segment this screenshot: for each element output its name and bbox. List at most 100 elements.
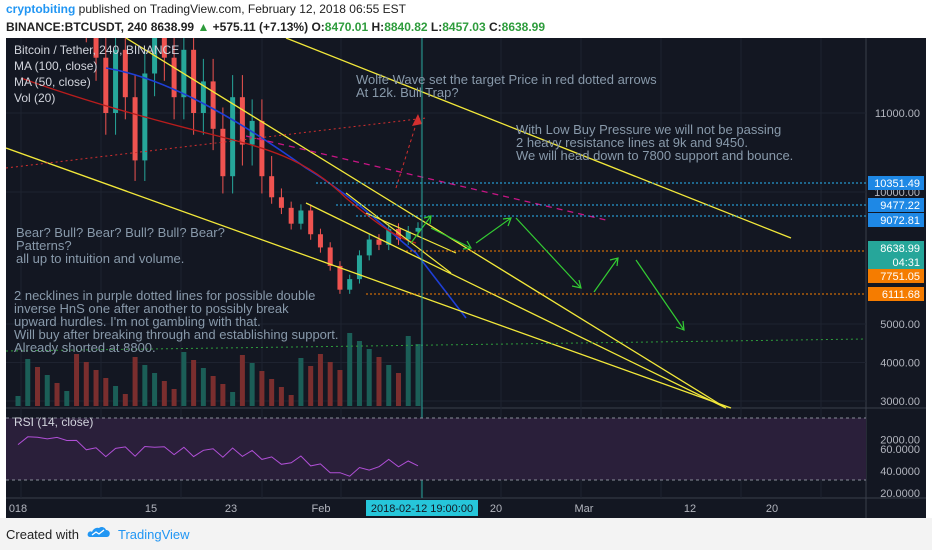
- annotation-line: We will head down to 7800 support and bo…: [516, 148, 793, 163]
- price-tick-label: 12000.00: [874, 38, 920, 41]
- high-value: 8840.82: [384, 20, 428, 34]
- volume-bar: [395, 373, 401, 406]
- close-value: 8638.99: [501, 20, 546, 34]
- volume-bar: [161, 381, 167, 406]
- chart-area[interactable]: Bitcoin / Tether, 240, BINANCE MA (100, …: [5, 0, 926, 518]
- open-value: 8470.01: [324, 20, 369, 34]
- volume-bar: [64, 391, 70, 406]
- close-label: C:: [488, 20, 502, 34]
- volume-legend: Vol (20): [14, 91, 55, 105]
- symbol-label: BINANCE:BTCUSDT, 240: [6, 20, 148, 34]
- low-label: L:: [430, 20, 443, 34]
- trendline-mid: [305, 202, 727, 409]
- candle-body: [191, 49, 197, 113]
- annotation-line: Wolfe Wave set the target Price in red d…: [356, 72, 657, 87]
- volume-bar: [308, 366, 314, 406]
- volume-bar: [259, 371, 265, 406]
- last-price: 8638.99: [150, 20, 195, 34]
- candle-body: [278, 197, 284, 208]
- annotation-line: 2 heavy resistance lines at 9k and 9450.: [516, 135, 748, 150]
- price-tick-label: 5000.00: [880, 319, 920, 331]
- trendline-wedge-a: [345, 192, 452, 274]
- volume-bar: [405, 336, 411, 406]
- volume-bar: [415, 344, 421, 406]
- tradingview-link[interactable]: TradingView: [118, 527, 190, 542]
- trendline-lower: [5, 147, 732, 409]
- author-name[interactable]: cryptobiting: [6, 2, 76, 16]
- volume-bar: [269, 379, 275, 406]
- open-label: O:: [311, 20, 325, 34]
- price-tag-label: 7751.05: [880, 271, 920, 283]
- volume-bar: [132, 357, 138, 406]
- candle-body: [239, 97, 245, 145]
- ma50-legend: MA (50, close): [14, 75, 91, 89]
- price-tick-label: 2000.00: [880, 435, 920, 447]
- time-axis-labels: 018 15 23 Feb 20 Mar 12 20: [9, 503, 778, 515]
- candle-body: [113, 49, 119, 113]
- trading-chart[interactable]: Bitcoin / Tether, 240, BINANCE MA (100, …: [5, 0, 926, 518]
- rsi-tick-label: 40.0000: [880, 466, 920, 478]
- time-tick-label: 20: [766, 503, 778, 515]
- price-tag-box: [868, 241, 924, 255]
- candle-body: [171, 57, 177, 98]
- volume-bar: [337, 370, 343, 406]
- volume-bar: [347, 333, 353, 406]
- volume-bar: [220, 384, 226, 406]
- candle-body: [308, 210, 314, 235]
- volume-bar: [152, 373, 158, 406]
- volume-bar: [366, 349, 372, 406]
- volume-bar: [171, 389, 177, 406]
- price-change: +575.11 (+7.13%): [212, 20, 309, 34]
- trendline-resistance: [285, 37, 792, 239]
- published-text: published on TradingView.com, February 1…: [78, 2, 406, 16]
- annotation-line: With Low Buy Pressure we will not be pas…: [516, 122, 781, 137]
- candle-body: [376, 239, 382, 245]
- candle-body: [395, 228, 401, 240]
- volume-bar: [288, 395, 294, 406]
- volume-bar: [74, 354, 80, 406]
- candle-body: [366, 239, 372, 256]
- price-tag-box: [868, 176, 924, 190]
- ma100-legend: MA (100, close): [14, 59, 97, 73]
- candle-body: [405, 231, 411, 240]
- ma50-line: [20, 77, 417, 244]
- price-tag-box: [868, 269, 924, 283]
- price-tag-label: 8638.99: [880, 243, 920, 255]
- price-tag-label: 04:31: [892, 257, 920, 269]
- price-tag-label: 9477.22: [880, 200, 920, 212]
- green-dotted-line: [5, 338, 867, 352]
- time-tick-label: 018: [9, 503, 27, 515]
- price-tag-label: 6111.68: [882, 289, 920, 301]
- purple-neckline: [245, 135, 607, 221]
- annotation-line: inverse HnS one after another to possibl…: [14, 301, 289, 316]
- rsi-axis-labels: 20.0000 40.0000 60.0000: [880, 444, 920, 500]
- volume-bar: [191, 360, 197, 406]
- volume-bar: [278, 387, 284, 406]
- annotation-line: Already shorted at 8800.: [14, 340, 156, 355]
- tradingview-logo-icon[interactable]: [86, 525, 112, 541]
- red-arrow-head: [412, 114, 422, 126]
- rsi-band: [6, 418, 866, 480]
- annotation-line: At 12k. Bull Trap?: [356, 85, 459, 100]
- volume-bar: [54, 383, 60, 406]
- price-tick-label: 4000.00: [880, 358, 920, 370]
- rsi-tick-label: 60.0000: [880, 444, 920, 456]
- volume-bar: [200, 368, 206, 406]
- volume-bar: [103, 378, 109, 406]
- candle-body: [93, 18, 99, 58]
- chart-title: Bitcoin / Tether, 240, BINANCE: [14, 43, 179, 57]
- annotations: Wolfe Wave set the target Price in red d…: [14, 72, 793, 355]
- candle-body: [230, 97, 236, 177]
- volume-bar: [83, 362, 89, 406]
- ohlc-line: BINANCE:BTCUSDT, 240 8638.99 ▲ +575.11 (…: [6, 20, 545, 34]
- cursor-time-box: [366, 500, 478, 516]
- green-forecast-arrows: [410, 215, 685, 331]
- high-label: H:: [371, 20, 385, 34]
- candle-body: [298, 210, 304, 224]
- volume-bar: [356, 341, 362, 406]
- candle-body: [200, 81, 206, 113]
- volume-bar: [15, 396, 21, 406]
- candle-body: [347, 279, 353, 290]
- publish-line: cryptobiting published on TradingView.co…: [6, 2, 406, 16]
- red-target-arrow: [395, 117, 419, 189]
